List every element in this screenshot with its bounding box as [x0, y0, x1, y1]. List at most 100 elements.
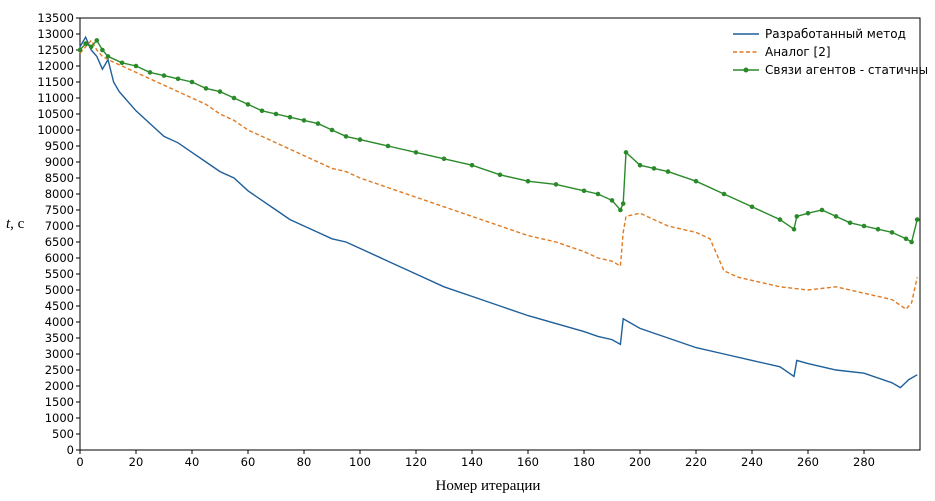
x-tick-label: 100: [349, 455, 371, 469]
y-tick-label: 5000: [45, 283, 74, 297]
x-tick-label: 0: [76, 455, 83, 469]
series-line-1: [79, 35, 918, 389]
series-3-point: [618, 207, 623, 213]
series-3-point: [620, 201, 626, 206]
series-3-point: [847, 220, 853, 226]
y-tick-label: 13000: [37, 27, 74, 41]
series-line-2: [79, 39, 918, 311]
series-3-point: [623, 150, 629, 155]
series-3-point: [357, 137, 363, 142]
y-axis-label-italic: t: [6, 216, 11, 232]
y-tick-label: 11500: [37, 75, 74, 89]
series-3-point: [609, 198, 615, 203]
y-tick-label: 2000: [45, 379, 74, 393]
series-3-point: [259, 108, 265, 114]
series-3-point: [189, 79, 195, 85]
series-3-point: [497, 172, 503, 178]
y-tick-label: 500: [52, 427, 74, 441]
x-tick-label: 220: [685, 455, 707, 469]
plot-frame: [79, 17, 921, 451]
series-3-point: [651, 166, 657, 171]
x-tick-label: 260: [797, 455, 819, 469]
legend: Разработанный метод Аналог [2] Связи агент…: [733, 27, 928, 77]
series-3-point: [287, 114, 293, 120]
series-3-point: [794, 214, 800, 219]
series-3-point: [217, 89, 223, 94]
legend-label-1: Разработанный метод: [765, 27, 906, 41]
y-tick-label: 4000: [45, 315, 74, 329]
y-tick-label: 11000: [37, 91, 74, 105]
series-3-point: [525, 178, 531, 184]
y-tick-label: 2500: [45, 363, 74, 377]
y-tick-label: 9000: [45, 155, 74, 169]
y-tick-label: 8000: [45, 187, 74, 201]
y-tick-label: 13500: [37, 11, 74, 25]
y-axis-label: t, с: [6, 216, 25, 232]
series-3-point: [875, 226, 881, 232]
x-tick-label: 180: [573, 455, 595, 469]
y-tick-label: 8500: [45, 171, 74, 185]
y-tick-label: 3500: [45, 331, 74, 345]
series-3-point: [147, 70, 153, 75]
series-3-point: [245, 102, 251, 107]
series-3-point: [665, 169, 671, 174]
y-tick-label: 10500: [37, 107, 74, 121]
series-3-point: [749, 204, 755, 210]
series-3-point: [315, 121, 321, 126]
series-3-point: [94, 38, 100, 43]
legend-marker-3: [743, 67, 749, 73]
x-tick-label: 40: [185, 455, 200, 469]
y-tick-label: 6500: [45, 235, 74, 249]
legend-label-3: Связи агентов - статичны: [765, 63, 928, 77]
series-3-point: [175, 76, 181, 82]
series-3-point: [819, 207, 825, 213]
series-3-point: [909, 239, 914, 245]
series-3-point: [903, 236, 909, 242]
series-3-point: [105, 54, 111, 59]
series-3-point: [301, 118, 307, 123]
x-tick-label: 140: [461, 455, 483, 469]
x-tick-label: 200: [629, 455, 651, 469]
y-tick-label: 5500: [45, 267, 74, 281]
x-tick-label: 120: [405, 455, 427, 469]
y-tick-label: 4500: [45, 299, 74, 313]
series-3-point: [721, 191, 727, 197]
x-tick-label: 20: [129, 455, 144, 469]
series-3-point: [581, 188, 587, 194]
series-3-point: [161, 73, 167, 78]
y-tick-label: 12500: [37, 43, 74, 57]
series-3-point: [914, 217, 920, 222]
x-tick-label: 80: [297, 455, 312, 469]
x-tick-label: 160: [517, 455, 539, 469]
series-3-point: [469, 162, 475, 168]
series-3-point: [133, 63, 139, 69]
series-3-point: [833, 214, 839, 219]
series-3-point: [553, 182, 559, 187]
y-tick-label: 3000: [45, 347, 74, 361]
y-tick-label: 0: [67, 443, 74, 457]
series-3-point: [861, 223, 867, 229]
series-3-point: [889, 230, 895, 235]
series-3-point: [595, 191, 601, 197]
y-tick-label: 12000: [37, 59, 74, 73]
series-3-point: [203, 86, 209, 91]
x-tick-label: 240: [741, 455, 763, 469]
y-tick-label: 6000: [45, 251, 74, 265]
series-3-point: [413, 150, 419, 155]
y-tick-label: 7000: [45, 219, 74, 233]
y-tick-label: 1500: [45, 395, 74, 409]
series-3-point: [329, 127, 335, 133]
y-tick-label: 1000: [45, 411, 74, 425]
series-3-point: [637, 162, 643, 168]
series-3-point: [343, 134, 349, 139]
x-tick-label: 60: [241, 455, 256, 469]
series-3-point: [119, 60, 125, 66]
y-tick-label: 7500: [45, 203, 74, 217]
axes: 0 20 40 60 80 100 120 140 160 180 200 220 240 260 280 0…: [37, 11, 921, 469]
series-3-point: [100, 47, 105, 53]
series-3-point: [777, 217, 783, 222]
series-3-point: [693, 178, 699, 184]
series-3-point: [273, 111, 279, 117]
series-layer: [77, 35, 920, 389]
y-axis-label-unit: , с: [10, 216, 25, 232]
